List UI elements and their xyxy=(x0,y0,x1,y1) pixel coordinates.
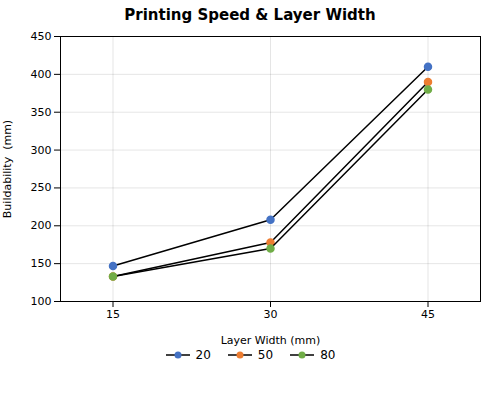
svg-text:15: 15 xyxy=(106,308,120,321)
svg-text:400: 400 xyxy=(31,68,52,81)
svg-text:350: 350 xyxy=(31,106,52,119)
svg-text:Buildability (mm): Buildability (mm) xyxy=(1,120,14,218)
html-text:Printing Speed & Layer Width: Printing Speed & Layer Width xyxy=(124,6,376,24)
html-text:50: 50 xyxy=(257,348,274,362)
html-text:20: 20 xyxy=(195,348,211,362)
svg-text:100: 100 xyxy=(31,295,52,308)
svg-text:200: 200 xyxy=(31,219,52,232)
html-text:80: 80 xyxy=(320,348,336,362)
svg-text:300: 300 xyxy=(31,144,52,157)
svg-text:Layer Width (mm): Layer Width (mm) xyxy=(221,334,321,347)
svg-text:45: 45 xyxy=(421,308,435,321)
svg-text:30: 30 xyxy=(264,308,278,321)
svg-text:250: 250 xyxy=(31,181,52,194)
svg-text:150: 150 xyxy=(31,257,52,270)
svg-text:450: 450 xyxy=(31,30,52,43)
